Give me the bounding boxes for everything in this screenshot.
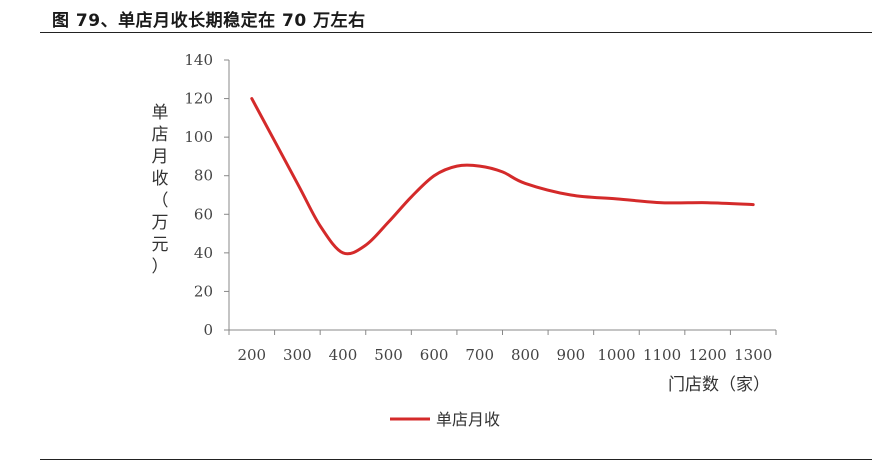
x-axis-title: 门店数（家） — [668, 375, 770, 395]
x-tick-label: 500 — [374, 346, 403, 364]
y-tick-labels: 0 20 40 60 80 100 120 140 — [184, 51, 213, 339]
bottom-rule — [40, 459, 872, 460]
y-tick-label: 100 — [184, 128, 213, 146]
legend-label: 单店月收 — [436, 410, 500, 429]
chart-axes — [224, 59, 777, 335]
y-tick-label: 20 — [194, 282, 213, 300]
x-tick-label: 600 — [420, 346, 449, 364]
y-tick-label: 0 — [203, 321, 213, 339]
x-tick-label: 1000 — [597, 346, 635, 364]
series-lines — [250, 97, 755, 256]
y-tick-label: 40 — [194, 244, 213, 262]
x-tick-label: 700 — [465, 346, 494, 364]
y-tick-label: 80 — [194, 167, 213, 185]
y-axis-title: 单店月收（万元） — [152, 103, 169, 277]
x-tick-label: 200 — [237, 346, 266, 364]
x-tick-label: 400 — [329, 346, 358, 364]
x-tick-labels: 200 300 400 500 600 700 800 900 1000 1100 1200 1300 — [237, 346, 772, 364]
x-tick-label: 800 — [511, 346, 540, 364]
y-tick-label: 120 — [184, 90, 213, 108]
chart-legend: 单店月收 — [390, 410, 500, 429]
x-tick-label: 1300 — [734, 346, 772, 364]
x-tick-label: 900 — [557, 346, 586, 364]
y-tick-label: 60 — [194, 205, 213, 223]
x-tick-label: 1200 — [689, 346, 727, 364]
figure-title: 图 79、单店月收长期稳定在 70 万左右 — [52, 11, 366, 31]
top-rule — [40, 32, 872, 33]
series-line — [250, 97, 755, 256]
y-tick-label: 140 — [184, 51, 213, 69]
x-tick-label: 300 — [283, 346, 312, 364]
x-tick-label: 1100 — [643, 346, 681, 364]
